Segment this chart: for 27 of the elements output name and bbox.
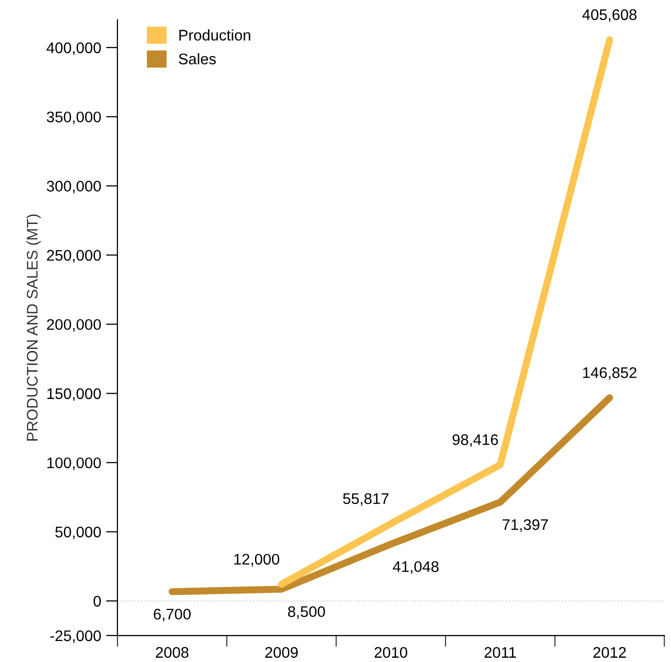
data-label: 71,397 [502, 519, 548, 532]
data-label: 12,000 [234, 554, 280, 566]
y-tick-label: 250,000 [47, 250, 101, 263]
y-tick-label: 150,000 [47, 388, 101, 401]
y-tick-label: 350,000 [46, 112, 101, 124]
legend-label: Production [179, 29, 250, 41]
x-tick-label: 2010 [374, 647, 408, 658]
y-tick-label: 400,000 [46, 42, 101, 56]
y-tick-label: 200,000 [47, 319, 101, 332]
y-axis-title: PRODUCTION AND SALES (MT) [26, 214, 41, 441]
y-tick-label: 50,000 [55, 526, 101, 540]
x-tick-label: 2009 [265, 647, 298, 658]
data-label: 6,700 [154, 608, 191, 622]
data-label: 41,048 [392, 561, 439, 574]
data-label: 98,416 [452, 434, 498, 447]
x-tick-label: 2012 [593, 647, 626, 658]
legend-label: Sales [178, 53, 216, 64]
y-tick-label: 0 [94, 596, 101, 607]
data-label: 405,608 [582, 9, 637, 22]
y-tick-label: 100,000 [47, 457, 101, 470]
x-tick-label: 2008 [156, 647, 188, 658]
y-tick-label: -25,000 [50, 630, 101, 644]
data-label: 8,500 [288, 606, 326, 619]
data-label: 55,817 [343, 493, 388, 506]
x-tick-label: 2011 [484, 647, 516, 658]
data-label: 146,852 [583, 367, 636, 380]
y-tick-label: 300,000 [46, 180, 101, 194]
